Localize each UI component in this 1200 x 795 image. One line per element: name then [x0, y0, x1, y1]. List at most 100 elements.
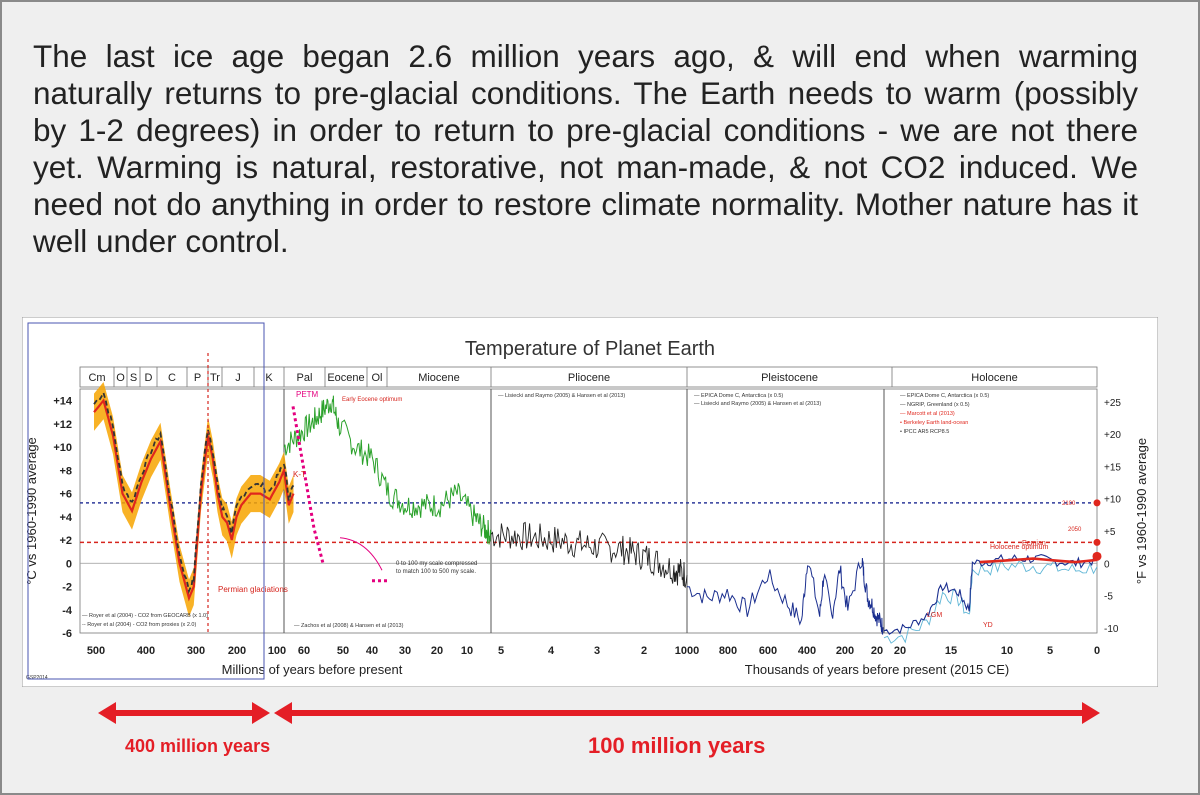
x-tick-label: 400 — [798, 645, 816, 657]
era-label: Eocene — [327, 372, 364, 384]
era-label: Pleistocene — [761, 372, 818, 384]
era-label: Miocene — [418, 372, 460, 384]
x-tick-label: 4 — [548, 645, 555, 657]
x-axis-label-right: Thousands of years before present (2015 … — [745, 662, 1009, 677]
annotation-scale-note: to match 100 to 500 my scale. — [396, 569, 476, 575]
x-tick-label: 50 — [337, 645, 349, 657]
headline-text: The last ice age began 2.6 million years… — [33, 38, 1138, 259]
x-tick-label: 2 — [641, 645, 647, 657]
x-tick-label: 100 — [268, 645, 286, 657]
annotation-label: LGM — [927, 612, 942, 619]
series-line-paleozoic-proxies — [93, 390, 295, 594]
era-label: Pliocene — [568, 372, 610, 384]
era-label: Cm — [88, 372, 105, 384]
y-tick-left: +14 — [53, 396, 73, 408]
era-label: O — [116, 372, 125, 384]
temperature-chart-container: Temperature of Planet Earth Cm O S D C P Tr J K Pa… — [21, 316, 1159, 688]
kt-dotted-line — [291, 406, 325, 564]
series-line-pleistocene — [686, 557, 884, 635]
y-tick-left: -6 — [62, 628, 72, 640]
x-tick-label: 10 — [461, 645, 473, 657]
y-tick-right: -10 — [1104, 624, 1119, 635]
annotation-label: K-T — [293, 470, 306, 479]
era-label: Ol — [372, 372, 383, 384]
marker-2050 — [1093, 538, 1101, 546]
y-tick-left: +12 — [53, 419, 72, 431]
x-tick-label: 800 — [719, 645, 737, 657]
x-tick-label: 10 — [1001, 645, 1013, 657]
y-tick-right: +20 — [1104, 430, 1121, 441]
credit-text: GSP2014 — [26, 675, 48, 681]
era-label: K — [265, 372, 273, 384]
y-axis-label-right: °F vs 1960-1990 average — [1134, 438, 1149, 584]
y-tick-left: +6 — [59, 489, 72, 501]
y-tick-right: 0 — [1104, 559, 1110, 570]
x-tick-label: 500 — [87, 645, 105, 657]
x-tick-label: 300 — [187, 645, 205, 657]
legend-pliocene: — Lisiecki and Raymo (2005) & Hansen et … — [498, 393, 625, 399]
era-label: Holocene — [971, 372, 1017, 384]
era-label: D — [145, 372, 153, 384]
x-tick-label: 200 — [228, 645, 246, 657]
annotation-label: Permian glaciations — [218, 585, 288, 594]
annotation-scale-note: 0 to 100 my scale compressed — [396, 561, 477, 567]
caption-400-million-years: 400 million years — [125, 736, 271, 756]
legend-holocene-entry: — Marcott et al (2013) — [900, 411, 955, 417]
era-label: P — [194, 372, 201, 384]
legend-pleistocene-entry: — Lisiecki and Raymo (2005) & Hansen et … — [694, 401, 821, 407]
x-tick-label: 20 — [894, 645, 906, 657]
x-axis-label-left: Millions of years before present — [222, 662, 403, 677]
x-tick-label: 20 — [431, 645, 443, 657]
x-tick-label: 400 — [137, 645, 155, 657]
era-label: Pal — [297, 372, 313, 384]
y-tick-left: +4 — [59, 512, 72, 524]
y-tick-right: +25 — [1104, 398, 1121, 409]
annotation-label: YD — [983, 622, 993, 629]
annotation-label: Eemian — [1022, 540, 1046, 547]
legend-holocene-entry: • Berkeley Earth land-ocean — [900, 420, 968, 426]
legend-paleozoic-entry: — Royer et al (2004) - CO2 from GEOCARB … — [82, 613, 208, 619]
annotation-label: 2050 — [1068, 527, 1082, 533]
plot-frame — [79, 388, 1098, 634]
annotation-label: 2100 — [1062, 501, 1076, 507]
y-tick-left: +2 — [59, 535, 72, 547]
series-line-marcott — [979, 557, 1098, 564]
y-axis-label-left: °C vs 1960-1990 average — [24, 437, 39, 585]
x-tick-label: 3 — [594, 645, 600, 657]
series-line-paleozoic-geocarb — [93, 398, 295, 602]
era-label: Tr — [210, 372, 220, 384]
highlight-frame — [27, 322, 265, 680]
legend-pleistocene-entry: — EPICA Dome C, Antarctica (x 0.5) — [694, 393, 783, 399]
legend-holocene-entry: — EPICA Dome C, Antarctica (x 0.5) — [900, 393, 989, 399]
annotation-label: Early Eocene optimum — [342, 397, 402, 403]
marker-present — [1092, 551, 1102, 561]
annotation-label: PETM — [296, 390, 319, 399]
caption-100-million-years: 100 million years — [588, 733, 766, 758]
x-tick-label: 15 — [945, 645, 957, 657]
y-tick-right: +10 — [1104, 495, 1121, 506]
x-tick-label: 0 — [1094, 645, 1100, 657]
x-tick-label: 20 — [871, 645, 883, 657]
legend-paleozoic-entry: -- Royer et al (2004) - CO2 from proxies… — [82, 622, 196, 628]
x-tick-label: 1000 — [675, 645, 699, 657]
scale-note-arrow — [339, 537, 383, 571]
x-tick-label: 60 — [298, 645, 310, 657]
y-tick-left: -4 — [62, 605, 73, 617]
x-tick-label: 600 — [759, 645, 777, 657]
marker-2100 — [1093, 499, 1101, 507]
x-tick-label: 5 — [1047, 645, 1053, 657]
y-tick-left: +8 — [59, 465, 72, 477]
y-tick-right: +5 — [1104, 527, 1116, 538]
legend-cenozoic: — Zachos et al (2008) & Hansen et al (20… — [294, 623, 404, 629]
x-tick-label: 30 — [399, 645, 411, 657]
y-tick-left: 0 — [66, 558, 72, 570]
x-tick-label: 5 — [498, 645, 504, 657]
y-tick-right: +15 — [1104, 462, 1121, 473]
era-label: C — [168, 372, 176, 384]
legend-holocene-entry: — NGRIP, Greenland (x 0.5) — [900, 402, 970, 408]
legend-holocene-entry: • IPCC AR5 RCP8.5 — [900, 429, 949, 435]
era-label: S — [130, 372, 137, 384]
era-header-row — [79, 366, 1098, 388]
series-line-cenozoic — [283, 395, 492, 545]
y-tick-right: -5 — [1104, 592, 1113, 603]
